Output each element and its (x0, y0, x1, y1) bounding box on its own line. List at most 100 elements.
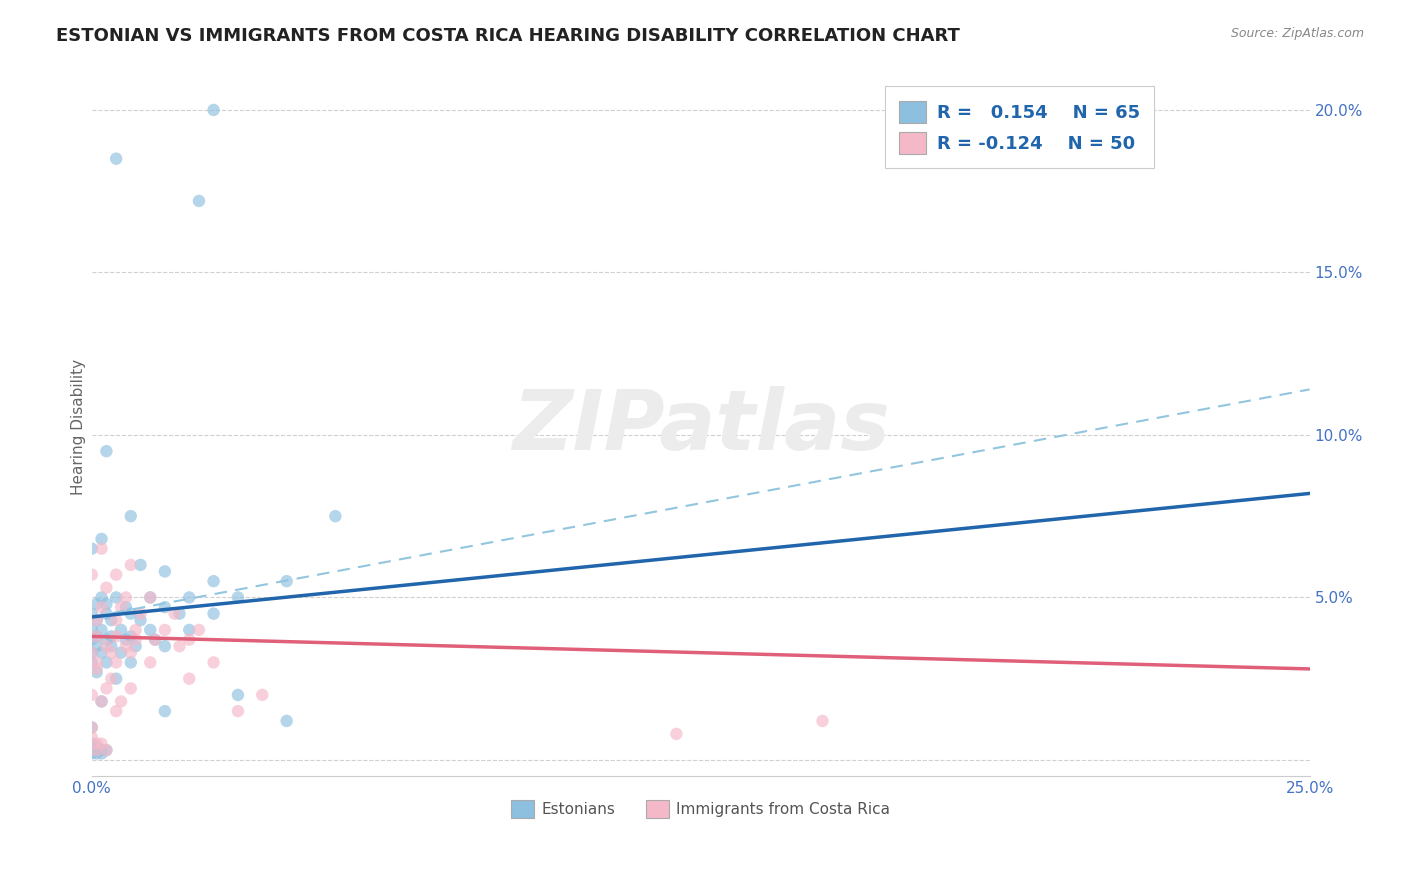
Point (100, 672, 122, 686)
Point (226, 704, 249, 718)
Point (129, 613, 152, 627)
Point (115, 639, 138, 653)
Point (105, 591, 128, 605)
Point (90, 623, 112, 637)
Point (100, 646, 122, 660)
Point (129, 558, 152, 572)
Point (169, 639, 191, 653)
Point (86, 737, 108, 751)
Point (325, 509, 347, 524)
Point (169, 607, 191, 621)
Point (86, 739, 108, 754)
Point (115, 600, 138, 615)
Point (139, 591, 162, 605)
Point (80, 541, 103, 556)
Point (811, 714, 834, 728)
Point (90, 743, 112, 757)
Point (90, 646, 112, 660)
Point (115, 632, 138, 647)
Point (115, 591, 138, 605)
Point (100, 613, 122, 627)
Point (139, 656, 162, 670)
Point (226, 688, 249, 702)
Point (105, 152, 128, 166)
Point (226, 591, 249, 605)
Point (202, 574, 225, 589)
Point (179, 623, 201, 637)
Point (80, 646, 103, 660)
Point (252, 688, 274, 702)
Point (96, 444, 118, 458)
Point (86, 662, 108, 676)
Point (129, 607, 152, 621)
Point (105, 613, 128, 627)
Point (110, 623, 132, 637)
Point (153, 704, 176, 718)
Point (100, 639, 122, 653)
Point (80, 623, 103, 637)
Point (120, 656, 142, 670)
Point (110, 600, 132, 615)
Point (105, 704, 128, 718)
Point (188, 194, 211, 208)
Point (120, 607, 142, 621)
Point (276, 574, 298, 589)
Point (90, 694, 112, 708)
Point (90, 600, 112, 615)
Point (90, 747, 112, 761)
Point (120, 629, 142, 643)
Point (153, 600, 176, 615)
Point (80, 567, 103, 582)
Point (202, 103, 225, 117)
Point (96, 743, 118, 757)
Point (105, 672, 128, 686)
Point (86, 597, 108, 611)
Point (80, 737, 103, 751)
Point (105, 629, 128, 643)
Point (110, 646, 132, 660)
Point (90, 694, 112, 708)
Point (120, 509, 142, 524)
Point (86, 629, 108, 643)
Point (80, 720, 103, 734)
Point (80, 607, 103, 621)
Point (120, 681, 142, 696)
Point (105, 656, 128, 670)
Point (96, 581, 118, 595)
Point (80, 720, 103, 734)
Point (86, 613, 108, 627)
Point (179, 672, 201, 686)
Point (86, 665, 108, 680)
Point (86, 629, 108, 643)
Point (163, 607, 186, 621)
Point (86, 747, 108, 761)
Point (80, 730, 103, 744)
Point (153, 639, 176, 653)
Point (188, 623, 211, 637)
Point (96, 656, 118, 670)
Point (96, 681, 118, 696)
Point (96, 607, 118, 621)
Point (124, 623, 146, 637)
Text: Source: ZipAtlas.com: Source: ZipAtlas.com (1230, 27, 1364, 40)
Point (86, 613, 108, 627)
Point (90, 591, 112, 605)
Point (124, 639, 146, 653)
Point (124, 632, 146, 647)
Point (110, 694, 132, 708)
Point (80, 656, 103, 670)
Point (80, 646, 103, 660)
Point (80, 632, 103, 647)
Point (120, 558, 142, 572)
Point (153, 623, 176, 637)
Point (139, 623, 162, 637)
Point (90, 737, 112, 751)
Point (143, 632, 166, 647)
Point (96, 632, 118, 647)
Point (143, 632, 166, 647)
Legend: Estonians, Immigrants from Costa Rica: Estonians, Immigrants from Costa Rica (505, 794, 897, 824)
Point (276, 714, 298, 728)
Point (100, 629, 122, 643)
Point (80, 747, 103, 761)
Point (86, 743, 108, 757)
